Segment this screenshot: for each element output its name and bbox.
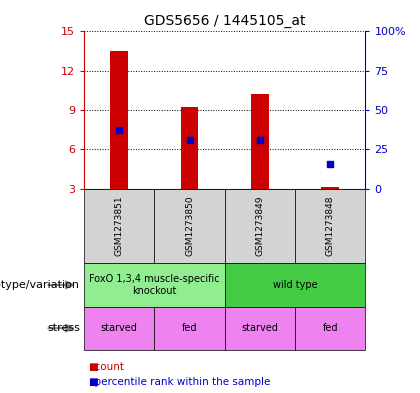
Text: percentile rank within the sample: percentile rank within the sample bbox=[88, 377, 270, 387]
Bar bbox=[155, 189, 225, 263]
Point bbox=[327, 161, 333, 167]
Bar bbox=[321, 187, 339, 189]
Text: GSM1273848: GSM1273848 bbox=[326, 196, 335, 256]
Text: GSM1273851: GSM1273851 bbox=[115, 196, 123, 256]
Text: ■: ■ bbox=[88, 377, 98, 387]
Text: FoxO 1,3,4 muscle-specific
knockout: FoxO 1,3,4 muscle-specific knockout bbox=[89, 274, 220, 296]
Bar bbox=[225, 307, 295, 350]
Title: GDS5656 / 1445105_at: GDS5656 / 1445105_at bbox=[144, 14, 305, 28]
Bar bbox=[110, 51, 128, 189]
Text: wild type: wild type bbox=[273, 280, 318, 290]
Bar bbox=[225, 263, 365, 307]
Point bbox=[186, 137, 193, 143]
Bar bbox=[155, 307, 225, 350]
Bar bbox=[84, 263, 225, 307]
Text: genotype/variation: genotype/variation bbox=[0, 280, 80, 290]
Text: GSM1273849: GSM1273849 bbox=[255, 196, 264, 256]
Point bbox=[257, 137, 263, 143]
Bar bbox=[295, 307, 365, 350]
Text: starved: starved bbox=[241, 323, 278, 333]
Bar bbox=[295, 189, 365, 263]
Text: count: count bbox=[88, 362, 124, 373]
Bar bbox=[251, 94, 269, 189]
Text: fed: fed bbox=[323, 323, 338, 333]
Text: stress: stress bbox=[47, 323, 80, 333]
Text: fed: fed bbox=[182, 323, 197, 333]
Bar bbox=[181, 107, 198, 189]
Bar bbox=[225, 189, 295, 263]
Bar bbox=[84, 189, 155, 263]
Bar bbox=[84, 307, 155, 350]
Text: starved: starved bbox=[101, 323, 138, 333]
Point bbox=[116, 127, 123, 133]
Text: ■: ■ bbox=[88, 362, 98, 373]
Text: GSM1273850: GSM1273850 bbox=[185, 196, 194, 256]
